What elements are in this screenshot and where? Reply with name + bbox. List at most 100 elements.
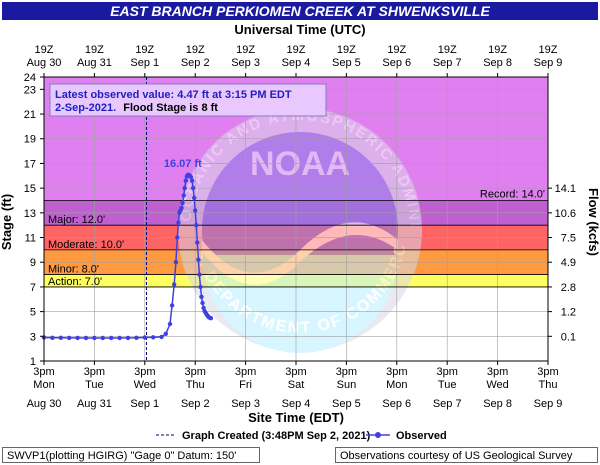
- watermark-gull: [202, 222, 398, 285]
- watermark-center-text: NOAA: [250, 145, 350, 183]
- data-point-0-2: [58, 335, 63, 340]
- flood-level-lines: Record: 14.0' Major: 12.0' Moderate: 10.0'…: [44, 188, 548, 288]
- top-tick-time-9: 19Z: [488, 44, 507, 56]
- x-tick-time-3: 3pm: [184, 366, 205, 378]
- x-tick-time-9: 3pm: [487, 366, 508, 378]
- peak-label: 16.07 ft: [164, 158, 202, 170]
- data-point-0-20: [175, 235, 180, 240]
- data-point-0-14: [159, 334, 164, 340]
- data-point-0-8: [109, 335, 114, 341]
- right-axis-ticks: 0.1 1.2 2.8 4.9 7.5 10.6 14.1: [548, 183, 576, 343]
- x-tick-date-1: Aug 31: [77, 398, 112, 410]
- top-axis-label: Universal Time (UTC): [234, 22, 365, 37]
- level-label-3: Minor: 8.0': [48, 264, 99, 276]
- top-tick-date-8: Sep 7: [433, 57, 462, 69]
- y-tick-label-7: 15: [24, 183, 36, 195]
- y-axis-label: Stage (ft): [0, 194, 14, 250]
- annotation-date: 2-Sep-2021.: [55, 102, 116, 114]
- title-background: [2, 2, 598, 20]
- data-point-0-12: [142, 335, 147, 340]
- top-tick-date-1: Aug 31: [77, 57, 112, 69]
- x-tick-day-7: Mon: [386, 379, 407, 391]
- y-tick-label-6: 13: [24, 208, 36, 220]
- top-tick-time-10: 19Z: [539, 44, 558, 56]
- top-tick-date-3: Sep 2: [181, 57, 210, 69]
- data-point-0-35: [190, 185, 196, 191]
- x-axis-label: Site Time (EDT): [248, 410, 344, 425]
- top-tick-date-6: Sep 5: [332, 57, 361, 69]
- x-tick-date-3: Sep 2: [181, 398, 210, 410]
- top-tick-date-9: Sep 8: [483, 57, 512, 69]
- x-tick-time-2: 3pm: [134, 366, 155, 378]
- x-tick-date-5: Sep 4: [282, 398, 311, 410]
- data-point-0-1: [50, 335, 55, 340]
- top-tick-time-5: 19Z: [287, 44, 306, 56]
- x-tick-day-4: Fri: [239, 379, 252, 391]
- data-point-0-44: [200, 300, 205, 306]
- top-tick-time-0: 19Z: [35, 44, 54, 56]
- x-tick-date-10: Sep 9: [534, 398, 563, 410]
- data-point-0-4: [75, 335, 80, 341]
- x-tick-date-7: Sep 6: [382, 398, 411, 410]
- data-point-0-36: [192, 195, 197, 201]
- y-tick-label-2: 5: [30, 307, 36, 319]
- data-point-0-41: [197, 272, 202, 277]
- annotation-line2: 2-Sep-2021. Flood Stage is 8 ft: [55, 102, 218, 114]
- annotation-box: [49, 83, 327, 117]
- x-tick-day-8: Tue: [438, 379, 457, 391]
- y-tick-label-0: 1: [30, 356, 36, 368]
- level-label-0: Record: 14.0': [480, 188, 545, 200]
- x-tick-date-6: Sep 5: [332, 398, 361, 410]
- y-tick-label-12: 24: [24, 72, 36, 84]
- data-point-0-38: [194, 223, 199, 228]
- y-tick-label-5: 11: [25, 233, 36, 245]
- top-tick-time-1: 19Z: [85, 44, 104, 56]
- data-point-0-28: [183, 178, 188, 183]
- legend: Graph Created (3:48PM Sep 2, 2021) Obser…: [156, 430, 447, 442]
- x-tick-time-7: 3pm: [386, 366, 407, 378]
- legend-graph-created: Graph Created (3:48PM Sep 2, 2021): [182, 430, 371, 442]
- data-point-0-16: [167, 321, 173, 327]
- annotation-flood-stage: Flood Stage is 8 ft: [123, 102, 218, 114]
- latest-value-annotation: Latest observed value: 4.47 ft at 3:15 P…: [49, 83, 327, 117]
- flow-tick-label-3: 4.9: [561, 257, 576, 269]
- data-point-0-39: [195, 240, 200, 245]
- x-tick-day-5: Sat: [288, 379, 305, 391]
- data-point-0-27: [182, 185, 187, 191]
- data-point-0-21: [176, 220, 181, 225]
- x-tick-day-1: Tue: [85, 379, 104, 391]
- data-point-0-24: [179, 205, 184, 211]
- data-point-0-13: [151, 335, 156, 340]
- level-label-1: Major: 12.0': [48, 214, 105, 226]
- y-tick-label-8: 17: [24, 158, 36, 170]
- annotation-line1: Latest observed value: 4.47 ft at 3:15 P…: [55, 89, 292, 101]
- x-tick-time-0: 3pm: [33, 366, 54, 378]
- legend-observed-marker: [375, 432, 381, 438]
- data-point-0-25: [180, 200, 185, 206]
- footer-credit: Observations courtesy of US Geological S…: [335, 447, 598, 463]
- legend-observed: Observed: [396, 430, 447, 442]
- peak-label-group: 16.07 ft: [164, 158, 202, 170]
- top-tick-date-10: Sep 9: [534, 57, 563, 69]
- top-tick-time-6: 19Z: [337, 44, 356, 56]
- x-tick-time-1: 3pm: [84, 366, 105, 378]
- x-tick-date-9: Sep 8: [483, 398, 512, 410]
- x-tick-day-2: Wed: [134, 379, 156, 391]
- data-point-0-34: [189, 178, 195, 183]
- x-tick-day-9: Wed: [486, 379, 508, 391]
- top-tick-date-7: Sep 6: [382, 57, 411, 69]
- top-tick-time-2: 19Z: [135, 44, 154, 56]
- footer-datum: SWVP1(plotting HGIRG) "Gage 0" Datum: 15…: [2, 447, 260, 463]
- x-tick-day-6: Sun: [337, 379, 357, 391]
- x-tick-date-8: Sep 7: [433, 398, 462, 410]
- data-point-0-15: [163, 331, 168, 336]
- flow-tick-label-0: 0.1: [561, 331, 576, 343]
- data-point-0-11: [134, 335, 139, 340]
- top-tick-time-4: 19Z: [236, 44, 255, 56]
- y2-axis-label: Flow (kcfs): [586, 188, 600, 256]
- top-tick-time-7: 19Z: [387, 44, 406, 56]
- chart-title: EAST BRANCH PERKIOMEN CREEK AT SHWENKSVI…: [110, 3, 490, 19]
